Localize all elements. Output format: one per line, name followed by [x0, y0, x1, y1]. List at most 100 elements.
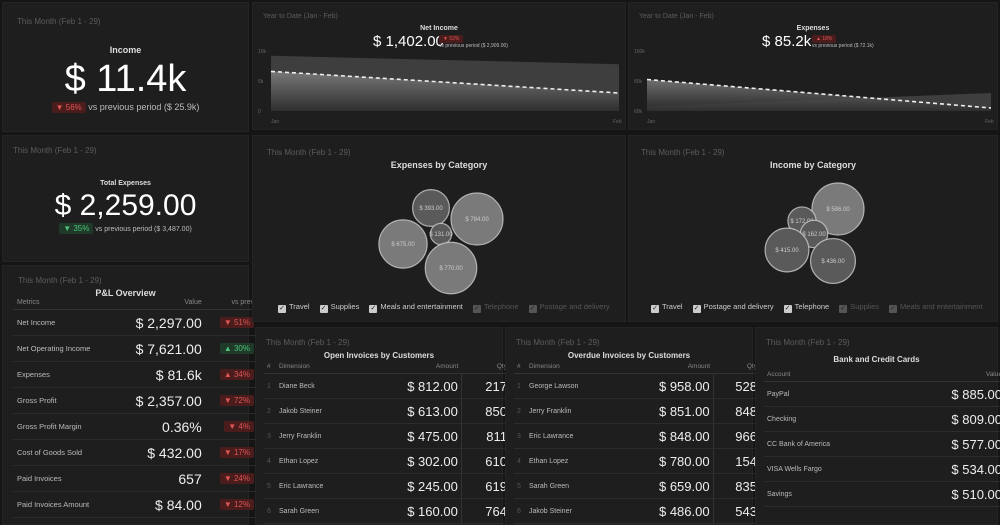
table-row[interactable]: 3 Jerry Franklin $ 475.00 811: [264, 423, 510, 449]
table-row[interactable]: 1 George Lawson $ 958.00 528: [514, 373, 760, 399]
legend-item[interactable]: ✓ Postage and delivery: [692, 302, 774, 313]
customer-name: Sarah Green: [276, 498, 363, 524]
metric-name: Paid Invoices: [13, 465, 114, 492]
checkbox-icon[interactable]: ✓: [278, 305, 286, 313]
table-row[interactable]: 1 Diane Beck $ 812.00 217: [264, 373, 510, 399]
table-row[interactable]: CC Bank of America $ 577.00: [764, 431, 1000, 457]
metric-value: $ 81.6k: [113, 361, 206, 388]
table-row[interactable]: 6 Jakob Steiner $ 486.00 543: [514, 498, 760, 524]
qty: 154: [713, 448, 760, 474]
legend-item[interactable]: ✓ Telephone: [783, 302, 829, 313]
amount: $ 958.00: [618, 373, 714, 399]
income-comparison: ▼ 56% vs previous period ($ 25.9k): [3, 102, 248, 113]
legend-item[interactable]: ✓ Travel: [278, 302, 310, 313]
checkbox-icon[interactable]: ✓: [319, 305, 328, 313]
legend: ✓ Travel ✓ Supplies ✓ Meals and entertainment…: [278, 302, 610, 313]
legend-item[interactable]: ✓ Meals and entertainment: [369, 302, 463, 313]
legend-label: Postage and delivery: [539, 302, 610, 311]
amount: $ 245.00: [362, 473, 462, 499]
pl-row: Paid Invoices 657 ▼ 24%: [13, 465, 258, 492]
checkbox-icon[interactable]: ✓: [783, 305, 792, 313]
table-row[interactable]: Savings $ 510.00: [764, 481, 1000, 507]
delta-badge: ▲ 30%: [219, 343, 254, 354]
checkbox-icon[interactable]: ✓: [651, 305, 659, 313]
col-header: Amount: [618, 360, 714, 374]
checkbox-icon[interactable]: ✓: [889, 305, 898, 313]
table-row[interactable]: Checking $ 809.00: [764, 406, 1000, 432]
delta-badge: ▼ 4%: [224, 421, 254, 432]
bubble[interactable]: [450, 192, 504, 246]
chart-title: Expenses by Category: [390, 160, 488, 170]
net-income-ytd-card: Year to Date (Jan - Feb) Net Income $ 1,…: [252, 2, 626, 130]
bubble[interactable]: [378, 219, 428, 269]
col-header: Dimension: [526, 360, 619, 374]
income-card: This Month (Feb 1 - 29) Income $ 11.4k ▼…: [2, 2, 249, 132]
table-row[interactable]: PayPal $ 885.00: [764, 381, 1000, 407]
table-row[interactable]: 6 Sarah Green $ 160.00 764: [264, 498, 510, 524]
table-row[interactable]: 2 Jerry Franklin $ 851.00 848: [514, 398, 760, 424]
table-row[interactable]: 3 Eric Lawrance $ 848.00 966: [514, 423, 760, 449]
total-expenses-title: Total Expenses: [100, 180, 151, 187]
checkbox-icon[interactable]: ✓: [692, 305, 701, 313]
x-tick-label: Feb: [985, 119, 994, 125]
qty: 610: [461, 448, 510, 474]
bubble[interactable]: [811, 182, 865, 236]
net-income-comparison: ▼ 53% vs previous period ($ 2,909.00): [439, 35, 508, 49]
period-label: This Month (Feb 1 - 29): [17, 17, 101, 26]
bubble-label: $ 436.00: [821, 259, 845, 265]
col-header: Value: [113, 296, 206, 310]
vs-text: vs previous period ($ 25.9k): [88, 102, 200, 112]
vs-text: vs previous period ($ 72.1k): [812, 43, 874, 49]
checkbox-icon[interactable]: ✓: [369, 305, 378, 313]
amount: $ 475.00: [362, 423, 462, 449]
amount: $ 486.00: [618, 498, 714, 524]
table-row[interactable]: 5 Eric Lawrance $ 245.00 619: [264, 473, 510, 499]
table-row[interactable]: 4 Ethan Lopez $ 302.00 610: [264, 448, 510, 474]
bubble[interactable]: [809, 237, 857, 285]
legend-item[interactable]: ✓ Travel: [651, 302, 683, 313]
table-row[interactable]: 4 Ethan Lopez $ 780.00 154: [514, 448, 760, 474]
account-value: $ 510.00: [896, 481, 1000, 507]
delta-badge: ▼ 51%: [219, 317, 254, 328]
checkbox-icon[interactable]: ✓: [839, 305, 848, 313]
legend-label: Meals and entertainment: [900, 302, 983, 311]
qty: 966: [713, 423, 760, 449]
row-index: 4: [264, 448, 276, 474]
y-tick-label: 80k: [634, 79, 643, 85]
income-value: $ 11.4k: [64, 58, 187, 100]
pl-overview-card: This Month (Feb 1 - 29) P&L Overview Met…: [2, 265, 258, 525]
delta-badge: ▲ 18%: [812, 35, 837, 43]
bubble-label: $ 586.00: [826, 207, 850, 213]
legend-item[interactable]: ✓ Meals and entertainment: [889, 302, 983, 313]
table-row[interactable]: VISA Wells Fargo $ 534.00: [764, 456, 1000, 482]
legend-item[interactable]: ✓ Telephone: [472, 302, 519, 313]
net-income-value: $ 1,402.00: [373, 33, 444, 50]
checkbox-icon[interactable]: ✓: [528, 305, 537, 313]
expenses-by-category-card: This Month (Feb 1 - 29) Expenses by Cate…: [252, 135, 626, 322]
delta-badge: ▼ 12%: [219, 499, 254, 510]
customer-name: Jakob Steiner: [526, 498, 619, 524]
bubble-label: $ 770.00: [439, 266, 463, 272]
row-index: 5: [264, 473, 276, 499]
net-income-title: Net Income: [420, 25, 458, 32]
y-tick-label: 60k: [634, 109, 643, 115]
account-name: PayPal: [764, 381, 897, 407]
delta-badge: ▼ 72%: [219, 395, 254, 406]
bubble[interactable]: [411, 188, 451, 228]
legend-item[interactable]: ✓ Postage and delivery: [528, 302, 610, 313]
metric-value: $ 84.00: [113, 491, 206, 518]
customer-name: Eric Lawrance: [276, 473, 363, 499]
total-expenses-card: This Month (Feb 1 - 29) Total Expenses $…: [2, 135, 249, 262]
table-row[interactable]: 5 Sarah Green $ 659.00 835: [514, 473, 760, 499]
bubble[interactable]: [764, 227, 810, 273]
delta-badge: ▲ 34%: [219, 369, 254, 380]
expenses-comparison: ▲ 18% vs previous period ($ 72.1k): [812, 35, 874, 49]
legend-item[interactable]: ✓ Supplies: [319, 302, 359, 313]
period-label: This Month (Feb 1 - 29): [766, 338, 850, 347]
period-label: This Month (Feb 1 - 29): [18, 276, 102, 285]
legend-item[interactable]: ✓ Supplies: [839, 302, 879, 313]
bubble[interactable]: [424, 241, 478, 295]
legend-label: Meals and entertainment: [380, 302, 463, 311]
table-row[interactable]: 2 Jakob Steiner $ 613.00 850: [264, 398, 510, 424]
checkbox-icon[interactable]: ✓: [472, 305, 481, 313]
